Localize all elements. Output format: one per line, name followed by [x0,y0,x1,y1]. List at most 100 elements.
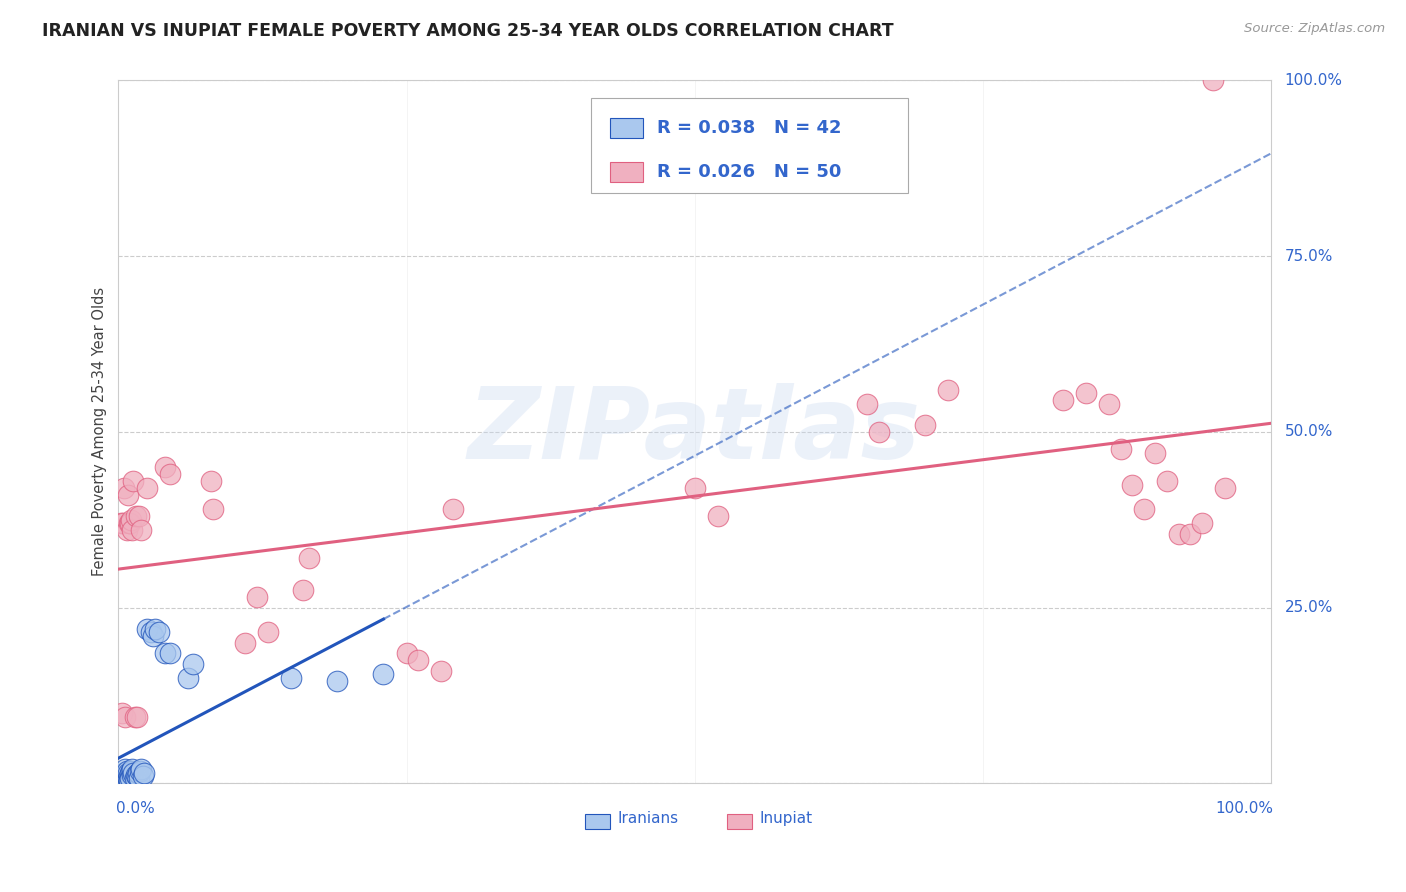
Point [430,664,453,678]
Point [110,516,132,531]
Point [1191,516,1213,531]
Point [395,646,418,660]
Point [125,709,148,723]
Point [200,474,222,488]
Point [129,764,152,778]
Point [124,771,146,785]
Point [1144,446,1167,460]
Point [136,622,159,636]
Point [1098,397,1121,411]
Point [115,523,138,537]
Text: Inupiat: Inupiat [759,811,813,826]
Point [326,674,349,689]
Point [201,502,224,516]
Text: 100.0%: 100.0% [1285,73,1343,88]
Point [118,772,141,787]
Point [683,481,706,495]
Point [176,671,198,685]
Point [121,768,143,782]
Point [1076,386,1098,401]
Point [132,765,155,780]
FancyBboxPatch shape [591,98,908,193]
Point [114,762,136,776]
Point [118,771,141,785]
Point [1109,442,1132,457]
Point [120,764,142,778]
Point [856,397,879,411]
Point [110,771,132,785]
Point [128,771,150,785]
Point [111,772,134,787]
Point [291,582,314,597]
Point [111,769,134,783]
Point [118,769,141,783]
Point [159,646,181,660]
Point [1213,481,1236,495]
Point [868,425,890,439]
Text: 50.0%: 50.0% [1285,425,1333,440]
Point [914,417,936,432]
Y-axis label: Female Poverty Among 25-34 Year Olds: Female Poverty Among 25-34 Year Olds [93,287,107,576]
Point [117,771,139,785]
Point [159,467,181,481]
Text: Source: ZipAtlas.com: Source: ZipAtlas.com [1244,22,1385,36]
Point [115,764,138,778]
Point [233,636,256,650]
Point [139,625,162,640]
Point [112,774,135,789]
Point [117,765,139,780]
Text: R = 0.026   N = 50: R = 0.026 N = 50 [657,163,841,181]
Point [125,509,148,524]
Point [118,765,141,780]
Text: ZIPatlas: ZIPatlas [468,384,921,481]
Text: R = 0.038   N = 42: R = 0.038 N = 42 [657,120,841,137]
Point [406,653,429,667]
Point [120,513,142,527]
Point [1133,502,1156,516]
Point [131,762,153,776]
Point [125,768,148,782]
Point [124,709,146,723]
Point [153,460,176,475]
Text: Iranians: Iranians [617,811,679,826]
Point [118,516,141,531]
Text: 25.0%: 25.0% [1285,600,1333,615]
Text: 0.0%: 0.0% [117,801,155,816]
Point [706,509,728,524]
Point [136,481,159,495]
Point [1167,526,1189,541]
Point [112,772,135,787]
Point [280,671,302,685]
Point [118,516,141,531]
Point [117,488,139,502]
Point [131,523,153,537]
Text: IRANIAN VS INUPIAT FEMALE POVERTY AMONG 25-34 YEAR OLDS CORRELATION CHART: IRANIAN VS INUPIAT FEMALE POVERTY AMONG … [42,22,894,40]
Point [143,622,166,636]
Text: 100.0%: 100.0% [1215,801,1272,816]
Point [127,765,149,780]
Point [936,383,959,397]
Point [183,657,205,671]
Point [1052,393,1074,408]
Point [128,509,150,524]
Point [297,551,319,566]
Point [122,765,145,780]
Point [153,646,176,660]
Point [148,625,170,640]
Point [1202,73,1225,87]
Point [131,769,153,783]
Point [257,625,280,640]
Point [246,590,269,604]
Point [114,768,136,782]
Point [115,769,138,783]
Point [112,765,135,780]
Point [111,706,134,720]
Bar [610,162,643,182]
Point [108,772,131,787]
Bar [727,814,752,829]
Point [125,769,148,783]
Text: 75.0%: 75.0% [1285,249,1333,264]
Point [121,762,143,776]
Point [1178,526,1201,541]
Point [441,502,464,516]
